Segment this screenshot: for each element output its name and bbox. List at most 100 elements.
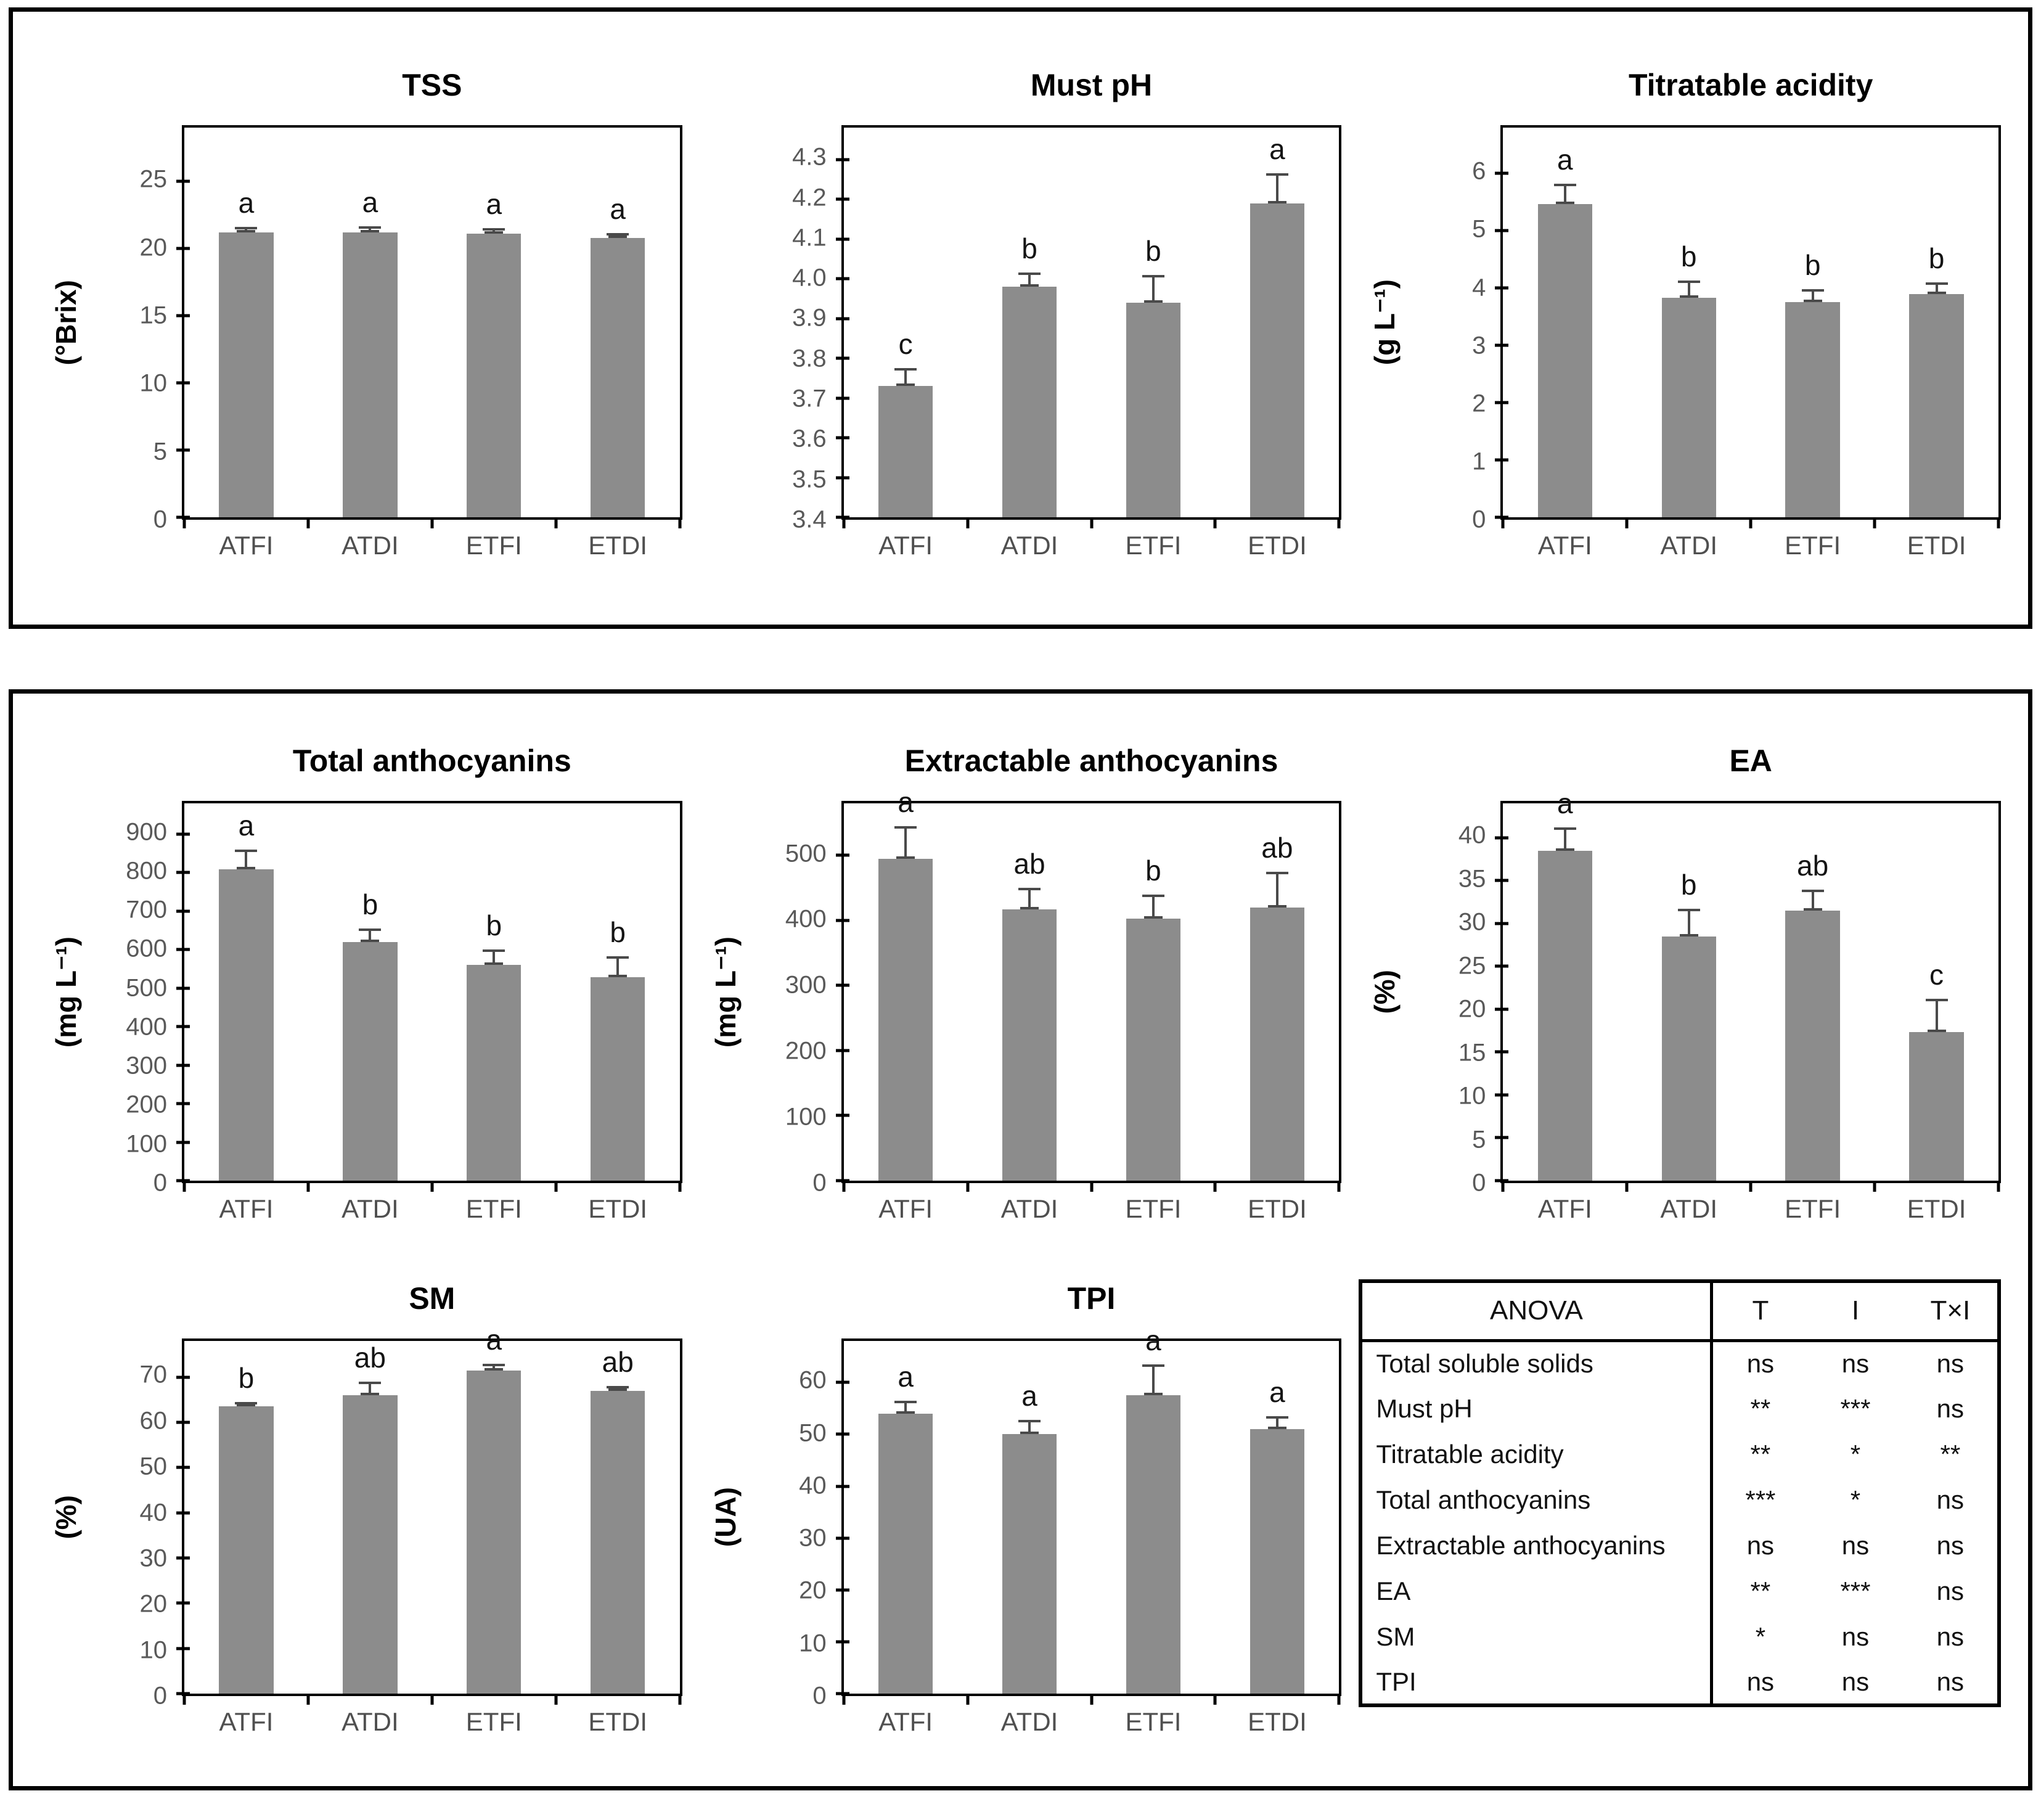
y-tick-mark (1495, 171, 1509, 175)
anova-significance-value: ns (1746, 1666, 1775, 1696)
error-bar (904, 368, 907, 387)
y-tick-label: 3.4 (792, 506, 827, 533)
significance-letter: b (1928, 242, 1945, 274)
anova-significance-value: ns (1746, 1349, 1775, 1379)
significance-letter: b (1145, 234, 1161, 267)
y-tick-mark (835, 277, 849, 281)
x-category-label: ATFI (219, 1707, 274, 1736)
x-tick-mark (678, 517, 682, 528)
y-tick-mark (835, 237, 849, 241)
y-tick-label: 3.8 (792, 345, 827, 372)
y-tick-label: 70 (139, 1361, 168, 1388)
y-tick-mark (1495, 1007, 1509, 1011)
error-bar-top-cap (607, 956, 629, 959)
x-category-label: ATDI (1000, 1707, 1058, 1736)
y-tick-label: 25 (139, 165, 168, 193)
y-axis-label: (mg L⁻¹) (50, 936, 82, 1048)
significance-letter: a (1557, 787, 1573, 819)
error-bar-bottom-cap (1143, 1393, 1163, 1396)
significance-letter: a (898, 1360, 914, 1393)
anova-significance-value: ns (1841, 1349, 1870, 1379)
significance-letter: c (898, 328, 913, 361)
significance-letter: b (362, 888, 378, 920)
significance-letter: a (238, 187, 255, 219)
y-tick-mark (1495, 879, 1509, 882)
bar (1002, 1434, 1057, 1694)
anova-significance-value: ns (1936, 1666, 1965, 1696)
y-tick-label: 20 (139, 1590, 168, 1618)
anova-row: EA ** *** ns (1360, 1568, 1999, 1614)
chart-titratable-acidity: Titratable acidity (g L⁻¹) 0 1 2 3 4 5 6 a b b b ATFI… (1350, 66, 2010, 568)
y-tick-label: 40 (1458, 821, 1486, 849)
error-bar-bottom-cap (1267, 200, 1286, 203)
y-tick-label: 0 (153, 506, 167, 533)
y-tick-mark (176, 832, 190, 836)
x-tick-mark (1213, 1181, 1217, 1192)
y-tick-mark (835, 1432, 849, 1436)
y-tick-mark (176, 1420, 190, 1424)
y-tick-mark (176, 1025, 190, 1028)
error-bar-bottom-cap (237, 867, 256, 870)
error-bar (245, 849, 248, 870)
y-axis-label-column: (mg L⁻¹) (700, 801, 751, 1183)
bar (1126, 302, 1181, 517)
x-category-label: ATDI (1000, 1194, 1058, 1223)
y-tick-label: 2 (1472, 390, 1486, 417)
error-bar-top-cap (607, 1386, 629, 1389)
error-bar (369, 1382, 372, 1395)
significance-letter: b (238, 1362, 255, 1394)
x-tick-mark (1337, 1694, 1341, 1705)
error-bar-bottom-cap (1267, 904, 1286, 908)
error-bar-bottom-cap (1020, 1432, 1039, 1435)
x-tick-mark (1625, 1181, 1629, 1192)
x-category-label: ATFI (878, 1194, 933, 1223)
error-bar-bottom-cap (608, 975, 628, 978)
error-bar (1028, 1419, 1031, 1435)
x-tick-mark (1090, 1181, 1093, 1192)
x-tick-mark (1501, 517, 1505, 528)
y-tick-mark (835, 1536, 849, 1540)
error-bar (493, 1363, 496, 1371)
y-tick-label: 600 (126, 935, 167, 962)
y-tick-mark (1495, 401, 1509, 404)
error-bar (1028, 888, 1031, 909)
y-tick-label: 400 (785, 905, 827, 933)
significance-letter: b (610, 916, 626, 948)
y-tick-label: 20 (139, 234, 168, 261)
anova-row: SM * ns ns (1360, 1614, 1999, 1660)
y-tick-mark (1495, 1050, 1509, 1054)
plot-area: a b b b ATFI ATDI ETFI ETDI (1495, 125, 2002, 560)
y-tick-mark (835, 1113, 849, 1117)
y-axis-tick-labels: 0 10 20 30 40 50 60 70 (92, 1338, 182, 1710)
x-tick-mark (554, 1694, 558, 1705)
x-category-labels: ATFI ATDI ETFI ETDI (1503, 1181, 1998, 1224)
bar (1002, 909, 1057, 1181)
x-category-label: ATDI (1000, 531, 1058, 560)
error-bar-top-cap (235, 227, 258, 230)
y-tick-label: 60 (139, 1407, 168, 1435)
chart-extractable-anthocyanins: Extractable anthocyanins (mg L⁻¹) 0 100 200 3… (691, 742, 1351, 1231)
y-tick-label: 4 (1472, 274, 1486, 301)
anova-significance-value: *** (1840, 1394, 1871, 1423)
y-axis-tick-labels: 0 1 2 3 4 5 6 (1410, 125, 1500, 533)
y-tick-mark (835, 476, 849, 479)
error-bar-top-cap (1266, 173, 1288, 176)
x-category-label: ATFI (1537, 531, 1592, 560)
error-bar-top-cap (235, 849, 258, 852)
error-bar (1811, 890, 1814, 911)
x-category-labels: ATFI ATDI ETFI ETDI (1503, 517, 1998, 560)
bar (219, 232, 274, 517)
y-tick-label: 4.3 (792, 143, 827, 171)
x-tick-mark (842, 1694, 846, 1705)
y-tick-label: 30 (139, 1544, 168, 1572)
bar (591, 977, 645, 1181)
anova-row-label: Total soluble solids (1360, 1340, 1714, 1386)
anova-row-label: Titratable acidity (1360, 1432, 1714, 1477)
x-category-label: ETFI (1125, 1707, 1182, 1736)
error-bar-top-cap (1801, 890, 1824, 893)
figure: TSS (°Brix) 0 5 10 15 20 25 a a a a ATFI ATDI ETFI ETDI… (9, 7, 2032, 1790)
anova-significance-value: ns (1936, 1349, 1965, 1379)
y-tick-label: 0 (812, 1169, 827, 1197)
y-axis-label: (UA) (709, 1487, 742, 1547)
significance-letter: a (362, 186, 378, 219)
